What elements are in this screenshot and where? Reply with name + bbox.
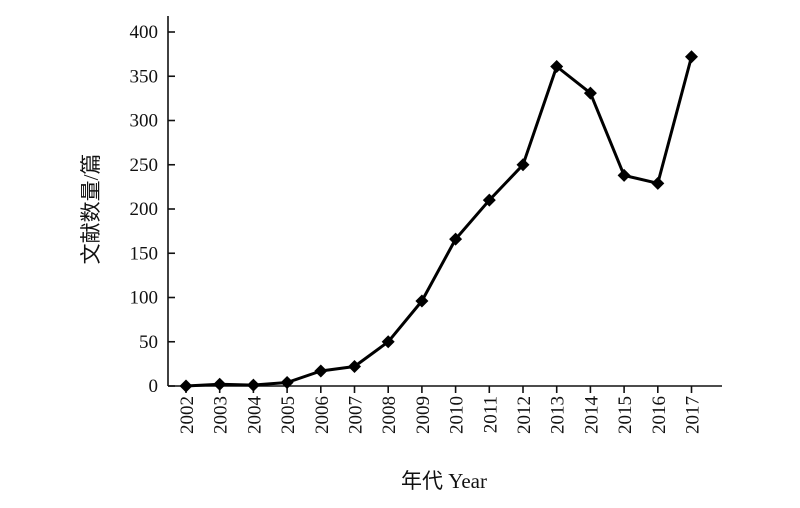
data-point-2012 [516,158,530,172]
x-tick-label: 2003 [211,396,232,434]
x-tick-label: 2013 [548,396,569,434]
data-point-2015 [617,168,631,182]
y-tick-label: 150 [130,243,159,264]
x-tick-label: 2004 [244,396,265,435]
y-tick-label: 200 [130,199,159,220]
data-point-2010 [449,232,463,246]
data-points [179,50,698,393]
x-tick-label: 2009 [413,396,434,434]
data-point-2011 [482,193,496,207]
y-tick-label: 250 [130,155,159,176]
y-tick-label: 300 [130,111,159,132]
y-tick-label: 100 [130,288,159,309]
data-point-2002 [179,379,193,393]
data-point-2003 [213,377,227,391]
x-tick-label: 2006 [312,396,333,434]
y-tick-label: 50 [139,332,158,353]
x-tick-label: 2007 [346,396,367,434]
x-tick-label: 2014 [581,396,602,435]
x-tick-label: 2010 [447,396,468,434]
y-tick-label: 400 [130,22,159,43]
x-axis-ticks: 2002 2003 2004 2005 2006 2007 2008 2009 2010 2011… [177,386,704,434]
data-point-2008 [381,335,395,349]
data-point-2004 [246,378,260,392]
y-axis-ticks: 0 50 100 150 200 250 300 350 400 [130,22,175,397]
x-tick-label: 2011 [480,396,501,433]
data-point-2006 [314,364,328,378]
data-point-2005 [280,375,294,389]
data-point-2013 [550,60,564,74]
y-axis-title: 文献数量/篇 [79,154,103,265]
x-tick-label: 2002 [177,396,198,434]
data-point-2014 [583,86,597,100]
data-point-2016 [651,176,665,190]
series-line [185,56,693,388]
data-point-2007 [348,360,361,374]
y-tick-label: 0 [149,376,159,397]
x-tick-label: 2005 [278,396,299,434]
x-tick-label: 2012 [514,396,535,434]
x-tick-label: 2015 [615,396,636,434]
x-tick-label: 2008 [379,396,400,434]
data-point-2017 [685,50,698,64]
x-tick-label: 2016 [649,396,670,434]
data-point-2009 [415,294,429,308]
x-axis-title: 年代 Year [401,469,487,493]
x-tick-label: 2017 [683,396,704,434]
y-tick-label: 350 [130,66,159,87]
